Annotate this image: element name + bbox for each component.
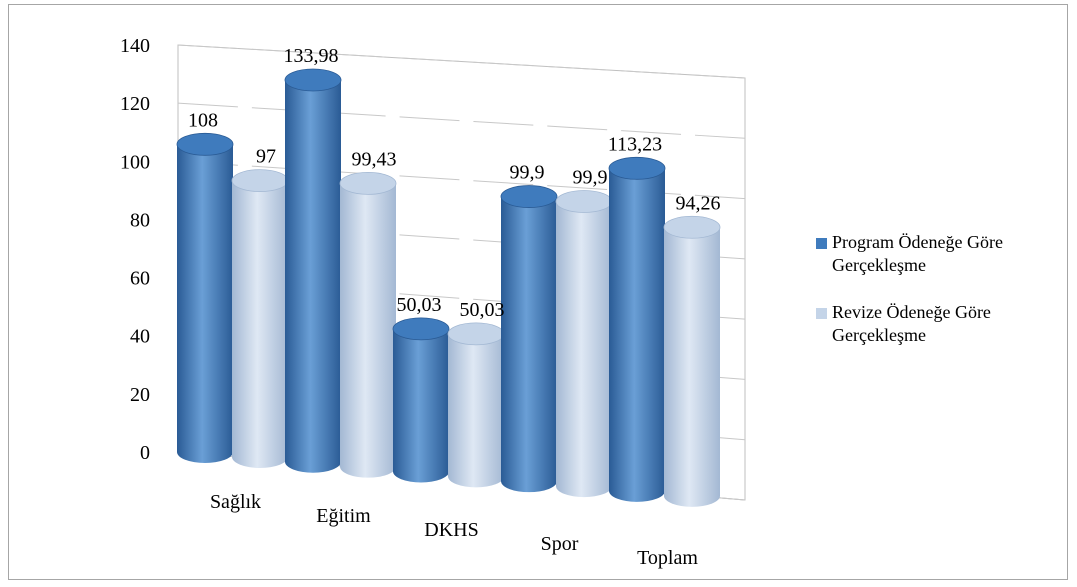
bar-program-2 [392,317,450,483]
bar-body [556,201,612,498]
bar-top [392,317,450,341]
data-label: 99,43 [352,148,397,170]
bar-program-0 [176,132,234,464]
bar-body [232,180,288,468]
bar-revize-3 [555,190,613,498]
legend-label: Gerçekleşme [832,325,926,345]
data-label: 99,9 [510,162,545,184]
bar-revize-2 [447,322,505,488]
bar-body [340,183,396,478]
data-label: 50,03 [460,299,505,321]
data-label: 133,98 [284,45,339,67]
bar-body [501,196,557,493]
bar-top [231,169,289,192]
y-tick-label: 100 [120,151,150,173]
gridline [177,102,746,139]
bar-top [608,156,666,180]
bar-body [448,333,504,488]
bar-revize-4 [663,215,721,507]
legend-label: Program Ödeneğe Göre [832,232,1003,252]
bar-top [500,185,558,208]
bars [176,68,721,507]
bar-body [177,144,233,464]
data-label: 99,9 [573,166,608,188]
bar-program-3 [500,185,558,493]
legend-swatch [816,238,827,249]
data-label: 94,26 [676,192,721,214]
legend: Program Ödeneğe Göre Gerçekleşme Revize Öd… [816,232,1003,345]
data-label: 97 [256,146,276,168]
bar-top [176,132,234,156]
data-label: 108 [188,109,218,131]
bar-top [447,322,505,346]
bar-body [285,80,341,473]
y-axis-ticks: 0 20 40 60 80 100 120 140 [120,35,150,464]
bar-top [555,190,613,213]
bar-program-4 [608,156,666,502]
bar-top [339,171,397,195]
bar-top [284,68,342,92]
bar-body [609,168,665,502]
data-label: 113,23 [608,133,662,155]
y-tick-label: 0 [140,442,150,464]
y-tick-label: 40 [130,326,150,348]
legend-swatch [816,308,827,319]
category-labels: Sağlık Eğitim DKHS Spor Toplam [210,491,698,569]
category-label: Eğitim [316,505,371,527]
y-tick-label: 80 [130,209,150,231]
category-label: Toplam [637,547,698,569]
category-label: DKHS [424,519,478,541]
bar-body [664,227,720,507]
legend-label: Revize Ödeneğe Göre [832,302,991,322]
bar-top [663,215,721,239]
gridline [177,44,746,79]
y-tick-label: 140 [120,35,150,57]
y-tick-label: 120 [120,93,150,115]
category-label: Spor [541,533,579,555]
bar-revize-0 [231,169,289,468]
data-label: 50,03 [397,294,442,316]
bar-body [393,328,449,483]
category-label: Sağlık [210,491,261,513]
y-tick-label: 60 [130,268,150,290]
legend-label: Gerçekleşme [832,255,926,275]
y-tick-label: 20 [130,384,150,406]
bar-revize-1 [339,171,397,478]
bar-program-1 [284,68,342,473]
